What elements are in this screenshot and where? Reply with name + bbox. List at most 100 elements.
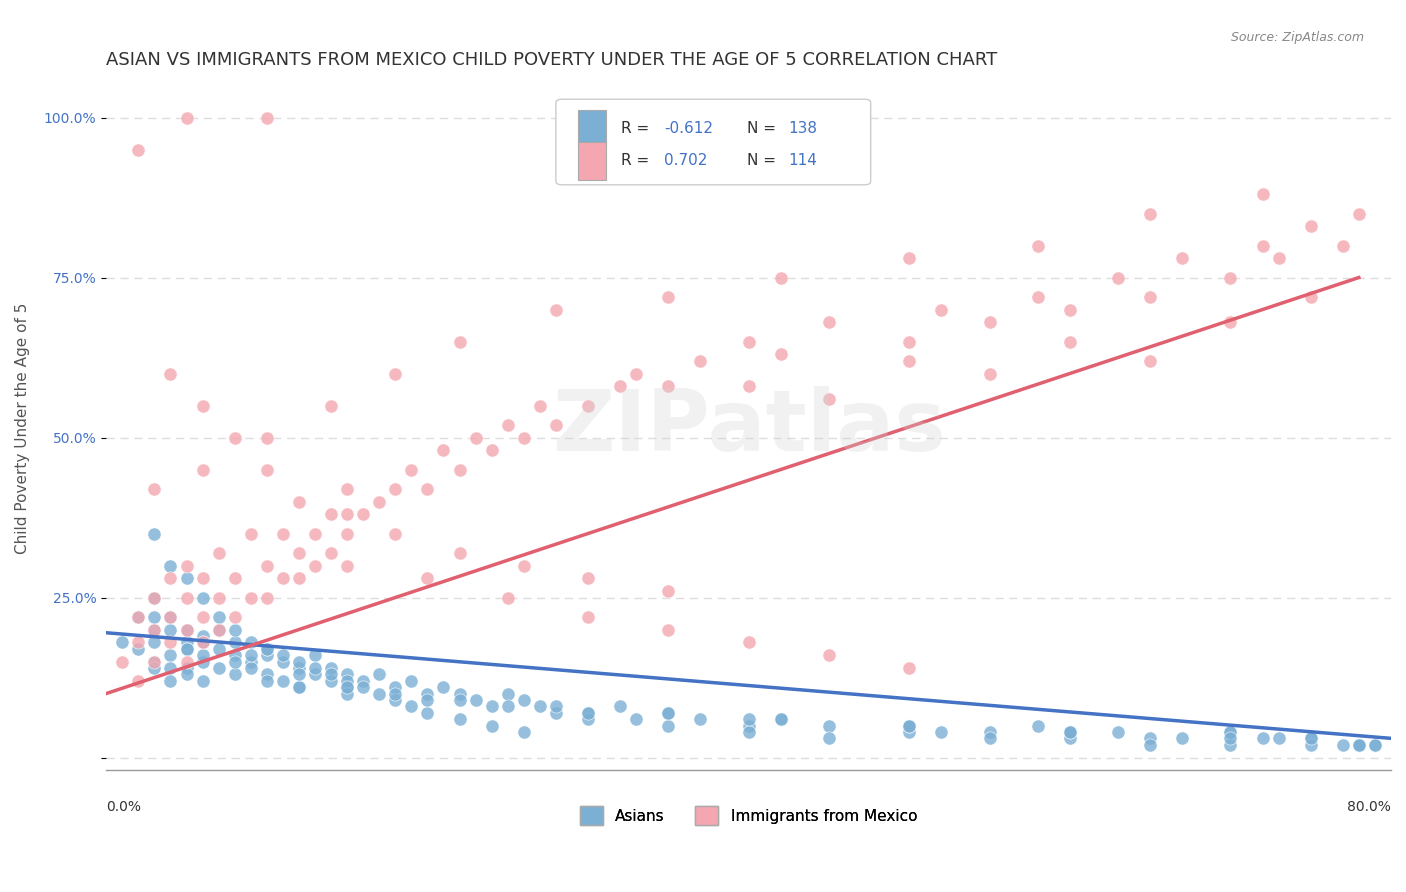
- Point: [657, 584, 679, 599]
- Point: [1347, 738, 1369, 752]
- Point: [384, 526, 406, 541]
- Point: [769, 270, 792, 285]
- Point: [449, 334, 471, 349]
- Point: [657, 706, 679, 720]
- Point: [256, 558, 278, 573]
- Point: [513, 725, 536, 739]
- Point: [1347, 206, 1369, 220]
- Point: [191, 635, 214, 649]
- Point: [1299, 731, 1322, 746]
- Point: [239, 655, 262, 669]
- Point: [176, 667, 198, 681]
- Point: [449, 693, 471, 707]
- Point: [319, 508, 342, 522]
- Point: [288, 571, 311, 585]
- Point: [127, 143, 149, 157]
- Point: [336, 680, 359, 694]
- Point: [176, 641, 198, 656]
- Text: Source: ZipAtlas.com: Source: ZipAtlas.com: [1230, 31, 1364, 45]
- Point: [416, 687, 439, 701]
- Point: [191, 673, 214, 688]
- Text: ASIAN VS IMMIGRANTS FROM MEXICO CHILD POVERTY UNDER THE AGE OF 5 CORRELATION CHA: ASIAN VS IMMIGRANTS FROM MEXICO CHILD PO…: [107, 51, 997, 69]
- Point: [576, 571, 599, 585]
- Point: [336, 673, 359, 688]
- Point: [336, 667, 359, 681]
- Point: [208, 591, 231, 605]
- Point: [1299, 738, 1322, 752]
- Point: [898, 661, 921, 675]
- Point: [224, 609, 246, 624]
- Point: [481, 699, 503, 714]
- Point: [288, 655, 311, 669]
- Point: [1107, 270, 1129, 285]
- Point: [256, 641, 278, 656]
- Point: [1059, 725, 1081, 739]
- Point: [191, 655, 214, 669]
- Point: [208, 623, 231, 637]
- Point: [159, 609, 181, 624]
- Point: [481, 718, 503, 732]
- Point: [143, 661, 166, 675]
- Point: [657, 718, 679, 732]
- Point: [1347, 738, 1369, 752]
- Point: [609, 699, 631, 714]
- Point: [464, 693, 486, 707]
- Point: [432, 680, 454, 694]
- Point: [898, 718, 921, 732]
- Text: N =: N =: [748, 153, 782, 169]
- Point: [1331, 738, 1354, 752]
- Point: [544, 699, 567, 714]
- Point: [127, 609, 149, 624]
- Point: [127, 609, 149, 624]
- Point: [191, 629, 214, 643]
- Point: [271, 648, 294, 662]
- Point: [1059, 731, 1081, 746]
- Point: [143, 623, 166, 637]
- Point: [191, 591, 214, 605]
- Point: [288, 667, 311, 681]
- Point: [609, 379, 631, 393]
- Point: [576, 712, 599, 726]
- Point: [576, 706, 599, 720]
- Point: [979, 367, 1001, 381]
- Point: [818, 315, 841, 329]
- Point: [1347, 738, 1369, 752]
- Point: [513, 693, 536, 707]
- Point: [449, 687, 471, 701]
- Point: [159, 635, 181, 649]
- Point: [1107, 725, 1129, 739]
- Point: [1219, 725, 1241, 739]
- Point: [657, 379, 679, 393]
- Point: [737, 718, 759, 732]
- Text: 0.702: 0.702: [664, 153, 707, 169]
- Point: [159, 673, 181, 688]
- Point: [544, 302, 567, 317]
- Point: [208, 546, 231, 560]
- Point: [1139, 738, 1161, 752]
- Point: [689, 712, 711, 726]
- Point: [1219, 315, 1241, 329]
- Point: [513, 431, 536, 445]
- Point: [304, 526, 326, 541]
- Point: [898, 252, 921, 266]
- Point: [384, 687, 406, 701]
- Point: [624, 712, 647, 726]
- Point: [239, 591, 262, 605]
- Point: [1059, 725, 1081, 739]
- Point: [176, 111, 198, 125]
- Point: [191, 635, 214, 649]
- Point: [529, 699, 551, 714]
- Point: [208, 641, 231, 656]
- Point: [624, 367, 647, 381]
- Point: [1364, 738, 1386, 752]
- Point: [898, 718, 921, 732]
- Bar: [578, 110, 606, 147]
- Point: [191, 571, 214, 585]
- Point: [1219, 731, 1241, 746]
- Text: R =: R =: [621, 121, 655, 136]
- Point: [979, 731, 1001, 746]
- Point: [898, 725, 921, 739]
- Point: [271, 526, 294, 541]
- Point: [176, 558, 198, 573]
- Point: [384, 693, 406, 707]
